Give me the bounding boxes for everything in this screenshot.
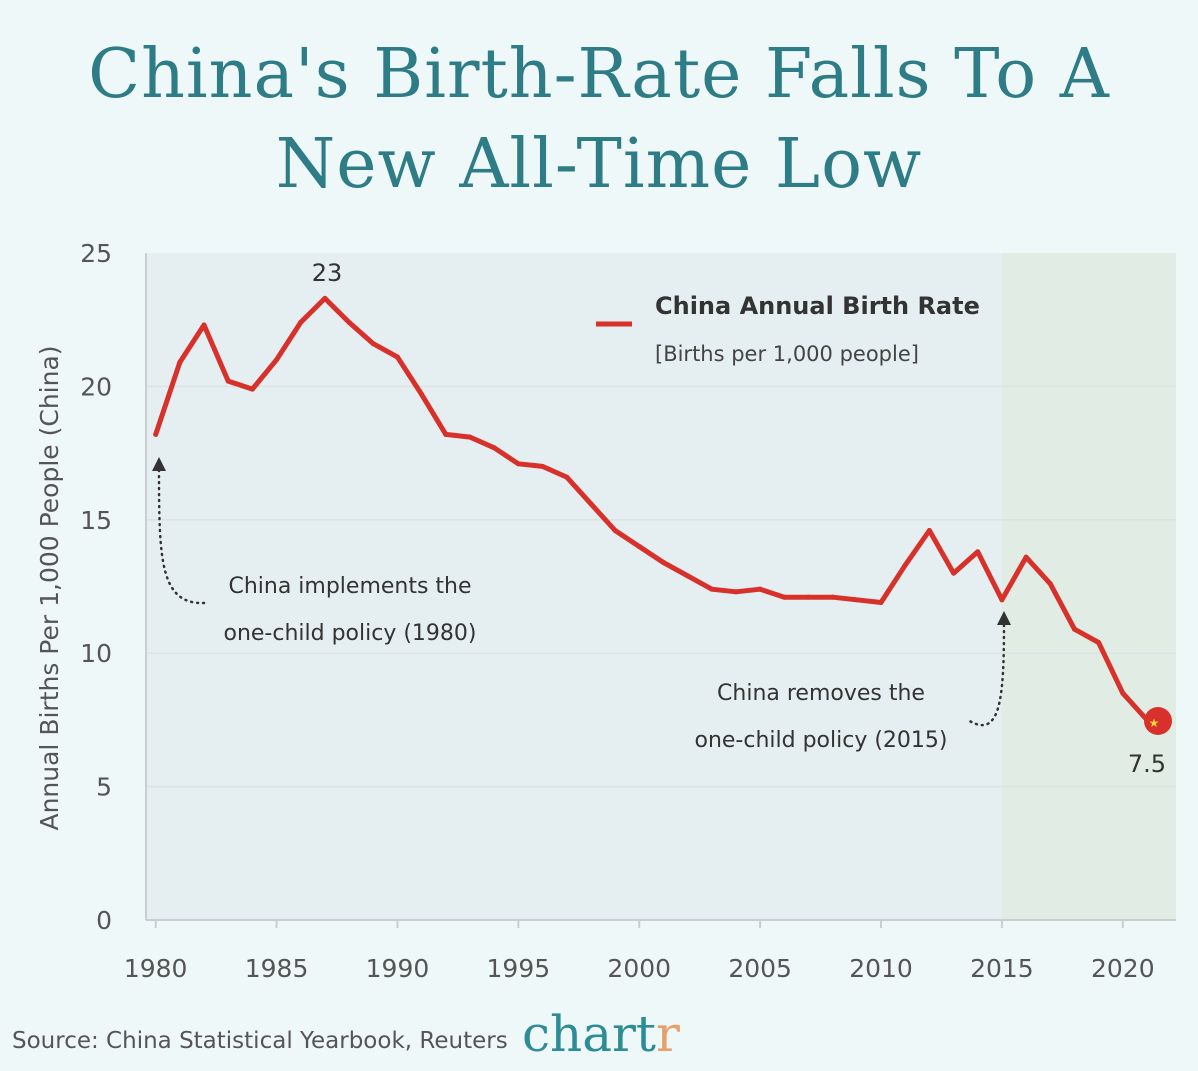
data-point — [540, 463, 546, 469]
data-point — [419, 391, 425, 397]
y-tick-label: 20 — [80, 372, 112, 401]
logo-text-end: r — [656, 1005, 680, 1063]
chartr-logo: chartr — [522, 1005, 680, 1063]
arrow-1980-head — [152, 457, 166, 471]
data-point — [612, 527, 618, 533]
post-2015-shaded-region — [1001, 253, 1176, 920]
data-point — [830, 594, 836, 600]
arrow-1980-dotted — [157, 468, 207, 605]
x-tick-label: 1995 — [487, 954, 551, 983]
annotation-1980-line-1: China implements the — [228, 574, 471, 599]
data-point — [1071, 626, 1077, 632]
data-point — [878, 600, 884, 606]
data-point — [1047, 581, 1053, 587]
data-point — [709, 586, 715, 592]
data-point — [975, 549, 981, 555]
arrow-2015-head — [997, 611, 1011, 625]
y-tick-label: 5 — [96, 773, 112, 802]
title-line-1: China's Birth-Rate Falls To A — [88, 35, 1110, 114]
y-tick-label: 10 — [80, 639, 112, 668]
x-tick-label: 2005 — [728, 954, 792, 983]
data-point — [298, 319, 304, 325]
logo-text: chart — [522, 1005, 657, 1063]
data-point — [733, 589, 739, 595]
data-point — [805, 594, 811, 600]
x-tick-label: 1985 — [245, 954, 309, 983]
data-point — [999, 597, 1005, 603]
data-point — [636, 543, 642, 549]
data-point — [1023, 554, 1029, 560]
data-point — [660, 559, 666, 565]
data-point — [588, 501, 594, 507]
source-note: Source: China Statistical Yearbook, Reut… — [12, 1028, 508, 1054]
data-point — [781, 594, 787, 600]
y-tick-label: 15 — [80, 506, 112, 535]
data-point — [346, 319, 352, 325]
data-point — [467, 434, 473, 440]
data-point — [951, 570, 957, 576]
data-point — [1096, 640, 1102, 646]
legend-sublabel: [Births per 1,000 people] — [655, 342, 919, 366]
data-point — [394, 354, 400, 360]
annotation-2015-line-1: China removes the — [717, 681, 925, 706]
x-tick-label: 1980 — [124, 954, 188, 983]
legend-label: China Annual Birth Rate — [655, 292, 980, 320]
x-tick-label: 2015 — [970, 954, 1034, 983]
data-point — [274, 357, 280, 363]
x-tick-label: 2010 — [849, 954, 913, 983]
data-point — [322, 295, 328, 301]
data-point — [370, 341, 376, 347]
y-tick-label: 0 — [96, 906, 112, 935]
peak-label: 23 — [312, 259, 343, 287]
x-tick-label: 1990 — [366, 954, 430, 983]
y-tick-label: 25 — [80, 239, 112, 268]
data-point — [564, 474, 570, 480]
arrow-2015-dotted — [966, 623, 1006, 727]
data-point — [443, 431, 449, 437]
title-line-2: New All-Time Low — [275, 125, 923, 204]
data-point — [757, 586, 763, 592]
birth-rate-line — [153, 295, 1150, 723]
svg-text:★: ★ — [1149, 716, 1160, 730]
data-point — [926, 527, 932, 533]
flag-china-icon: ★ — [1144, 707, 1172, 735]
data-point — [249, 386, 255, 392]
data-point — [225, 378, 231, 384]
x-tick-label: 2000 — [607, 954, 671, 983]
annotation-1980-line-2: one-child policy (1980) — [223, 621, 476, 646]
data-point — [902, 562, 908, 568]
latest-value-label: 7.5 — [1128, 750, 1166, 778]
x-tick-label: 2020 — [1091, 954, 1155, 983]
data-point — [177, 359, 183, 365]
data-point — [854, 597, 860, 603]
y-axis-label: Annual Births Per 1,000 People (China) — [35, 345, 64, 830]
data-point — [201, 322, 207, 328]
data-point — [1120, 690, 1126, 696]
data-point — [153, 431, 159, 437]
data-point — [685, 573, 691, 579]
data-point — [515, 461, 521, 467]
annotation-2015-line-2: one-child policy (2015) — [694, 728, 947, 753]
chart-title: China's Birth-Rate Falls To A New All-Ti… — [0, 30, 1198, 210]
data-point — [491, 445, 497, 451]
